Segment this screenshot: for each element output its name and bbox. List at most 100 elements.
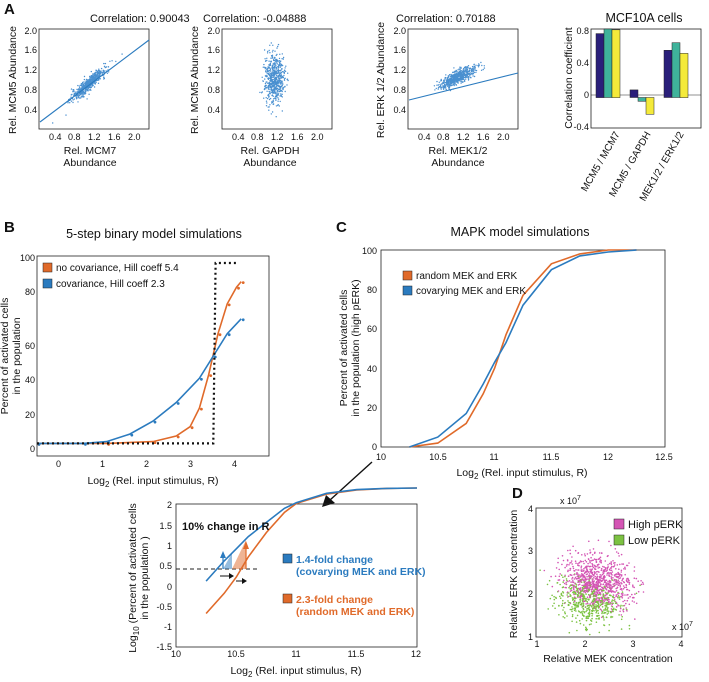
data-point [457,81,459,83]
data-point [271,65,273,67]
data-point [582,610,584,612]
data-point [619,584,621,587]
data-point [271,94,274,96]
data-point [582,603,585,605]
data-point [572,545,574,548]
scatter-3-x-ticks: 0.4 0.8 1.2 1.6 2.0 [418,132,510,142]
data-point [274,97,277,100]
data-point [284,90,286,93]
y-tick: -1 [164,622,172,632]
data-point [274,78,276,81]
data-point [608,629,610,632]
data-point [603,600,606,602]
data-point [611,605,614,608]
data-point [596,578,599,580]
data-point [617,579,620,581]
data-point [615,594,618,596]
x-tick: 12.5 [655,452,673,462]
legend-swatch-orange [42,262,53,273]
data-point [610,563,613,566]
data-point [588,615,591,618]
data-point [272,70,274,72]
data-point [92,73,94,75]
data-point [618,592,620,595]
data-point [275,67,278,69]
data-point [628,562,630,564]
data-point [272,101,275,103]
data-point [78,86,81,88]
data-point [266,70,269,73]
data-point [286,84,288,86]
data-point [622,593,624,595]
panel-b-series [37,261,245,446]
data-point [619,577,622,579]
data-point [83,75,86,78]
data-point [451,78,454,80]
data-point [451,82,454,84]
data-point [96,74,98,77]
data-point [274,50,276,52]
data-point [88,93,90,96]
data-point [605,602,607,605]
data-point [272,62,274,65]
data-point [279,95,281,97]
data-point [449,83,451,85]
data-point [591,568,593,570]
scatter-2-title: Correlation: -0.04888 [203,13,306,25]
scatter-3-points [433,61,486,92]
data-point [586,600,588,603]
data-point [586,568,588,571]
data-point [274,96,276,98]
x-tick: 1.2 [271,132,284,142]
data-point [606,610,609,612]
data-point [121,53,123,55]
data-point [600,575,603,577]
data-point [443,85,445,87]
legend-swatch-orange [282,593,293,604]
data-point [449,84,452,87]
data-point [434,89,436,91]
data-point [272,44,274,46]
data-point [595,571,598,573]
data-point [269,64,272,67]
data-point [267,77,269,80]
panel-d-xlabel: Relative MEK concentration [543,653,673,665]
data-point [450,76,452,78]
data-point [623,586,626,589]
data-point [586,602,589,605]
data-point [472,71,475,73]
data-point [620,628,623,630]
data-point [577,573,579,575]
data-point [588,560,591,562]
data-point [279,87,281,89]
data-point [569,590,572,592]
data-point [574,604,577,606]
data-point [588,608,590,611]
data-point [562,599,564,602]
data-point [593,590,595,592]
x-tick: 3 [188,459,193,469]
data-point [608,574,610,577]
data-point [460,66,462,69]
data-point [604,594,607,597]
data-point [276,59,279,62]
data-point [273,69,275,71]
data-point [267,82,269,84]
connector-arrow [329,461,373,501]
data-point [554,575,557,577]
data-point [101,72,104,74]
data-point [467,76,470,78]
data-point [564,566,566,569]
data-point [275,75,278,77]
x-tick: 4 [232,459,237,469]
data-point [582,593,584,595]
panel-c-y-ticks: 0 20 40 60 80 100 [362,246,377,452]
data-point [578,619,581,622]
data-point [271,67,274,69]
x-tick: 1.6 [477,132,490,142]
data-point [450,77,452,80]
data-point [72,90,74,92]
data-point [608,568,611,571]
legend-label: High pERK [628,519,683,531]
y-tick: 2.0 [393,26,406,36]
